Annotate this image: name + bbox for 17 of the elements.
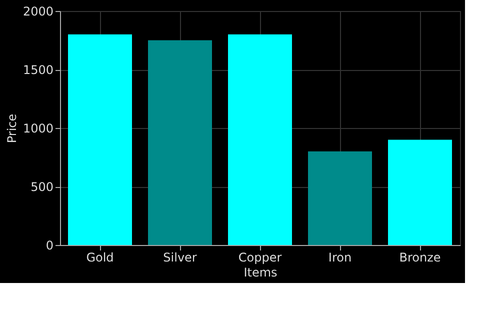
x-tick-label: Silver	[163, 250, 197, 264]
y-tick-label: 0	[46, 238, 54, 252]
y-tick-label: 1000	[22, 122, 54, 136]
y-tick-label: 1500	[22, 63, 54, 77]
x-tick-label: Copper	[238, 250, 282, 264]
y-tick-label: 2000	[22, 4, 54, 18]
bar	[68, 34, 132, 245]
x-tick-label: Bronze	[399, 250, 441, 264]
y-tick-label: 500	[30, 180, 54, 194]
bar	[308, 151, 372, 245]
bar	[388, 140, 452, 245]
x-axis-title: Items	[244, 266, 278, 280]
y-axis-title: Price	[4, 114, 19, 144]
x-tick-label: Iron	[328, 250, 352, 264]
bar	[148, 40, 212, 245]
x-tick-label: Gold	[86, 250, 114, 264]
bar	[228, 34, 292, 245]
